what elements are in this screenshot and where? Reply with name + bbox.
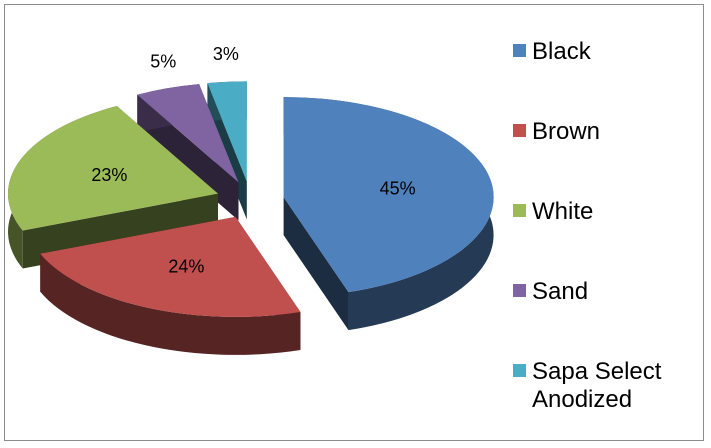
legend-label-brown: Brown [532, 118, 601, 145]
pie-slice-brown [40, 216, 301, 317]
legend-item-black: Black [513, 38, 697, 66]
data-label-brown: 24% [168, 257, 204, 277]
data-label-black: 45% [380, 178, 416, 198]
legend-swatch-sand [513, 284, 526, 297]
pie-data-labels: 45% 24% 23% 5% 3% [91, 44, 415, 277]
data-label-sapa-select-anodized: 3% [213, 44, 239, 64]
data-label-sand: 5% [150, 52, 176, 72]
legend-label-sapa-select-anodized: Sapa Select Anodized [532, 358, 662, 413]
data-label-white: 23% [91, 165, 127, 185]
legend-label-black: Black [532, 38, 591, 65]
pie-slices-top [8, 81, 494, 317]
legend-label-sand: Sand [532, 278, 589, 305]
legend-swatch-sapa-select-anodized [513, 364, 526, 377]
pie-slice-black [283, 97, 494, 293]
legend-swatch-black [513, 44, 526, 57]
legend-item-brown: Brown [513, 118, 697, 146]
pie-slice-white [8, 106, 219, 231]
legend-label-white: White [532, 198, 594, 225]
pie-slice-sapa-select-anodized [207, 81, 247, 182]
legend-item-white: White [513, 198, 697, 226]
legend-item-sand: Sand [513, 278, 697, 306]
legend-item-sapa-select-anodized: Sapa Select Anodized [513, 358, 697, 414]
pie-slice-sand [137, 84, 239, 183]
legend-swatch-brown [513, 124, 526, 137]
legend-swatch-white [513, 204, 526, 217]
